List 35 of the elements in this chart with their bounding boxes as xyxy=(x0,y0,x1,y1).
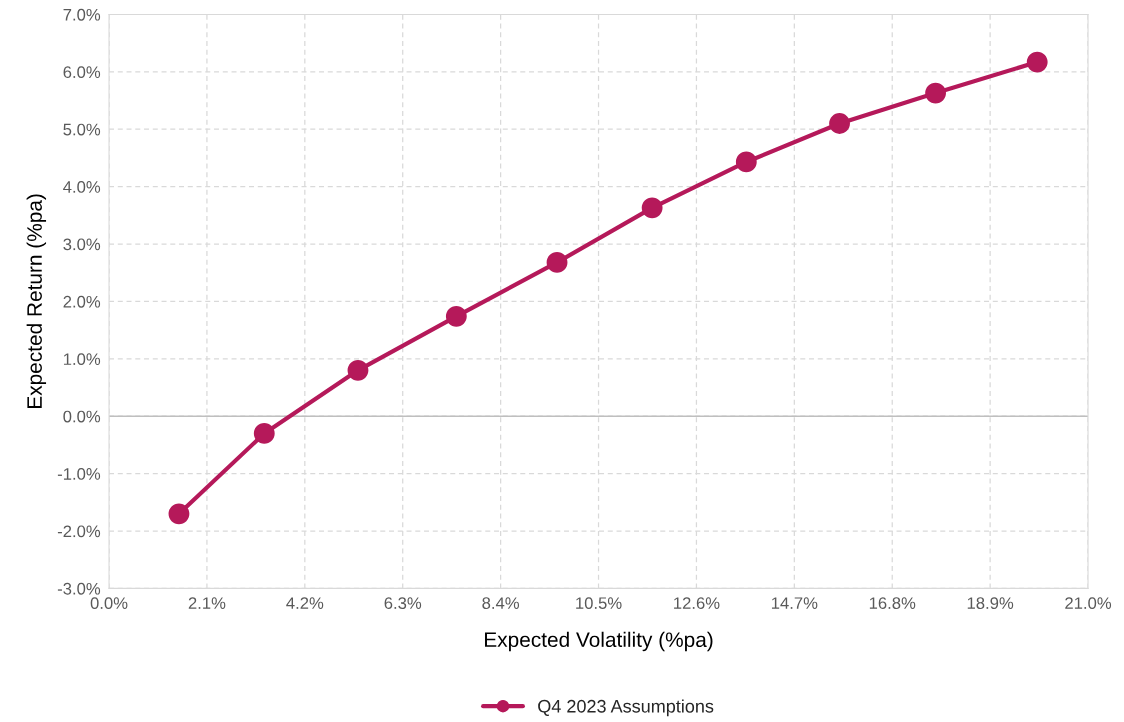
x-tick-label: 4.2% xyxy=(286,597,324,609)
point xyxy=(641,197,663,219)
point xyxy=(546,251,568,273)
point xyxy=(735,151,757,173)
y-tick-label: 6.0% xyxy=(63,66,101,79)
x-tick-label: 21.0% xyxy=(1065,597,1112,610)
x-tick-label: 10.5% xyxy=(576,597,622,610)
point xyxy=(925,82,946,104)
y-tick-label: 0.0% xyxy=(63,410,101,423)
y-tick-label: 5.0% xyxy=(63,123,101,136)
x-tick-label: 16.8% xyxy=(869,597,916,610)
x-axis-title: Expected Volatility (%pa) xyxy=(485,631,713,652)
x-tick-label: 12.6% xyxy=(674,597,720,610)
y-axis-title: Expected Return (%pa) xyxy=(26,194,47,408)
y-tick-label: 7.0% xyxy=(63,8,101,21)
point xyxy=(168,503,190,525)
legend-label: Q4 2023 Assumptions xyxy=(538,699,714,717)
y-tick-label: 1.0% xyxy=(63,353,101,366)
point xyxy=(445,305,467,327)
x-tick-label: 0.0% xyxy=(90,597,128,610)
point xyxy=(1026,51,1048,73)
x-tick-label: 8.4% xyxy=(482,597,520,610)
y-tick-label: 2.0% xyxy=(63,295,101,308)
point xyxy=(253,423,275,444)
y-tick-label: -3.0% xyxy=(57,582,101,595)
point xyxy=(347,359,369,381)
y-tick-label: -1.0% xyxy=(57,468,101,480)
x-tick-label: 6.3% xyxy=(384,597,422,610)
y-tick-label: 3.0% xyxy=(63,238,101,251)
x-tick-label: 18.9% xyxy=(967,597,1014,610)
y-tick-label: 4.0% xyxy=(63,181,101,193)
y-tick-label: -2.0% xyxy=(57,525,101,538)
x-tick-label: 14.7% xyxy=(771,597,818,609)
x-tick-label: 2.1% xyxy=(188,597,226,609)
point xyxy=(829,113,850,134)
